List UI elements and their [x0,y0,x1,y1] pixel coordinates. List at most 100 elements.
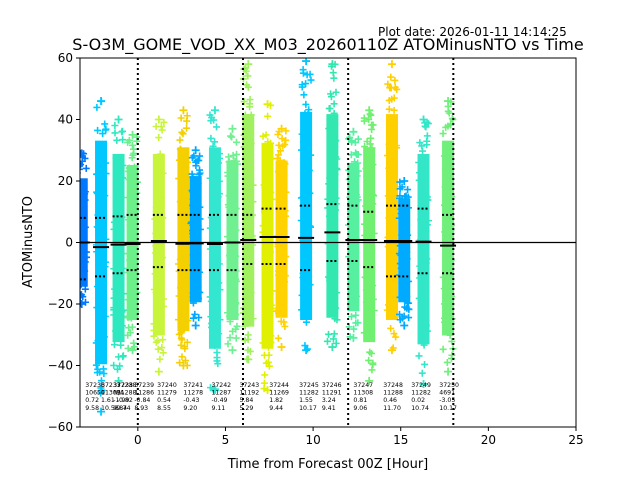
data-point [262,196,270,204]
x-axis-label: Time from Forecast 00Z [Hour] [227,457,429,472]
data-point [259,228,267,236]
data-point [399,287,407,295]
data-point [111,285,119,293]
data-point [324,195,332,203]
data-point [418,331,426,339]
x-tick-label: 10 [305,433,320,447]
column-core [80,178,88,287]
annotation-line: 11192 [239,390,259,397]
data-point [115,179,123,187]
data-point [189,230,197,238]
data-point [181,162,189,170]
data-point [360,329,368,337]
data-point [396,185,404,193]
data-point [360,220,368,228]
data-point [401,216,409,224]
data-point [124,296,132,304]
data-point [263,334,271,342]
annotation-line: 5.29 [239,405,253,412]
data-point [416,139,424,147]
data-point [153,277,161,285]
extreme-point [328,60,337,69]
data-point [81,258,89,266]
data-point [306,222,314,230]
data-point [98,225,106,233]
data-point [247,288,255,296]
annotation-line: 37244 [269,382,289,389]
column-annotation: 37242 11287 -0.49 9.11 [211,382,231,412]
extreme-point [263,100,272,109]
data-column [395,177,413,330]
data-point [227,132,235,140]
data-point [326,298,334,306]
data-point [298,130,306,138]
data-point [183,117,191,125]
annotation-line: 37238 [117,382,137,389]
data-point [118,264,126,272]
data-point [150,332,158,340]
data-point [206,174,214,182]
data-point [388,297,396,305]
data-point [177,114,185,122]
data-point [129,228,137,236]
data-point [404,231,412,239]
data-point [212,169,220,177]
data-point [352,231,360,239]
data-point [119,290,127,298]
data-point [178,128,186,136]
annotation-line: 37249 [411,382,431,389]
data-point [448,337,456,345]
data-point [445,156,453,164]
data-point [156,253,164,261]
data-point [241,322,249,330]
data-point [264,317,272,325]
data-point [277,280,285,288]
annotation-line: 37239 [134,382,154,389]
data-point [446,331,454,339]
data-point [100,333,108,341]
extreme-point [210,106,219,115]
column-core [300,111,313,320]
data-point [265,362,273,370]
data-point [110,225,118,233]
data-point [391,231,399,239]
data-point [232,205,240,213]
data-point [400,256,408,264]
data-point [351,197,359,205]
data-point [192,162,200,170]
data-point [244,216,252,224]
data-point [179,130,187,138]
data-point [303,345,311,353]
data-point [362,165,370,173]
annotation-line: 10.17 [439,405,457,412]
data-point [117,295,125,303]
data-point [119,174,127,182]
data-point [369,359,377,367]
data-point [299,193,307,201]
annotation-line: 0.81 [353,397,367,404]
data-point [261,183,269,191]
data-point [215,260,223,268]
data-point [99,130,107,138]
data-point [175,175,183,183]
data-point [157,123,165,131]
extreme-point [80,300,86,308]
data-point [443,358,451,366]
data-point [330,330,338,338]
data-point [347,313,355,321]
data-point [224,169,232,177]
data-point [189,299,197,307]
data-point [390,330,398,338]
extreme-point [444,367,453,376]
data-point [274,334,282,342]
column-annotation: 37236 10650 0.72 9.58 [85,382,105,412]
data-point [215,159,223,167]
data-point [159,302,167,310]
data-point [397,210,405,218]
data-point [100,370,108,378]
data-point [391,76,399,84]
data-point [441,165,449,173]
data-point [119,352,127,360]
data-point [246,103,254,111]
